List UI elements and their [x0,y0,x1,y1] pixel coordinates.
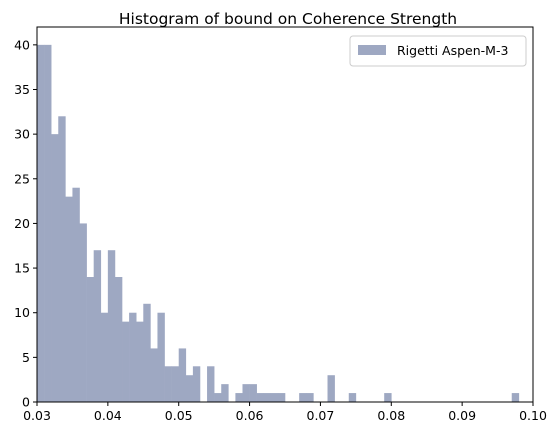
histogram-bar [192,366,201,402]
histogram-bars [37,44,520,403]
histogram-bar [214,393,222,402]
histogram-bar [37,44,45,402]
histogram-bar [114,277,123,402]
chart-title: Histogram of bound on Coherence Strength [119,10,457,28]
histogram-bar [171,366,180,402]
histogram-bar [185,375,194,402]
histogram-bar [44,44,52,402]
histogram-bar [178,348,187,402]
x-tick-label: 0.03 [23,408,51,423]
histogram-bar [299,393,307,402]
x-tick-label: 0.05 [165,408,193,423]
y-tick-label: 20 [14,216,30,231]
histogram-bar [511,393,520,402]
histogram-bar [51,134,59,402]
x-tick-label: 0.06 [236,408,264,423]
histogram-bar [327,375,335,402]
histogram-bar [221,384,229,402]
histogram-bar [86,277,94,402]
histogram-bar [348,393,357,402]
legend-box [349,35,527,67]
legend: Rigetti Aspen-M-3 [349,35,527,67]
histogram-bar [256,393,265,402]
y-tick-label: 5 [22,350,30,365]
y-tick-label: 25 [14,171,30,186]
plot-frame [36,26,534,403]
y-tick-label: 30 [14,127,30,142]
histogram-bar [107,250,116,402]
x-tick-label: 0.04 [94,408,122,423]
histogram-bar [306,393,314,402]
y-axis: 0 5 10 15 20 25 30 35 40 [14,37,37,410]
histogram-bar [58,116,66,403]
y-tick-label: 10 [14,305,30,320]
x-tick-label: 0.07 [307,408,335,423]
y-tick-label: 35 [14,82,30,97]
histogram-bar [150,348,158,402]
histogram-bar [100,312,109,402]
histogram-bar [263,393,272,402]
histogram-bar [122,321,130,402]
y-tick-label: 15 [14,261,30,276]
y-tick-label: 0 [22,395,30,410]
histogram-bar [207,366,215,402]
x-tick-label: 0.08 [377,408,405,423]
histogram-bar [157,312,165,402]
legend-label: Rigetti Aspen-M-3 [397,43,508,58]
histogram-bar [164,366,172,402]
x-axis: 0.03 0.04 0.05 0.06 0.07 0.08 0.09 0.10 [23,402,547,423]
y-tick-label: 40 [14,37,30,52]
histogram-bar [65,196,73,402]
histogram-bar [143,303,151,402]
histogram-bar [249,384,257,402]
legend-swatch [358,45,386,55]
x-tick-label: 0.10 [519,408,547,423]
x-tick-label: 0.09 [448,408,476,423]
histogram-bar [270,393,279,402]
histogram-bar [79,223,87,402]
histogram-bar [384,393,392,402]
histogram-bar [129,312,137,402]
histogram-bar [93,250,102,402]
histogram-bar [242,384,250,402]
histogram-bar [235,393,243,402]
histogram-bar [277,393,286,402]
histogram-bar [72,187,80,402]
histogram-bar [136,321,144,402]
